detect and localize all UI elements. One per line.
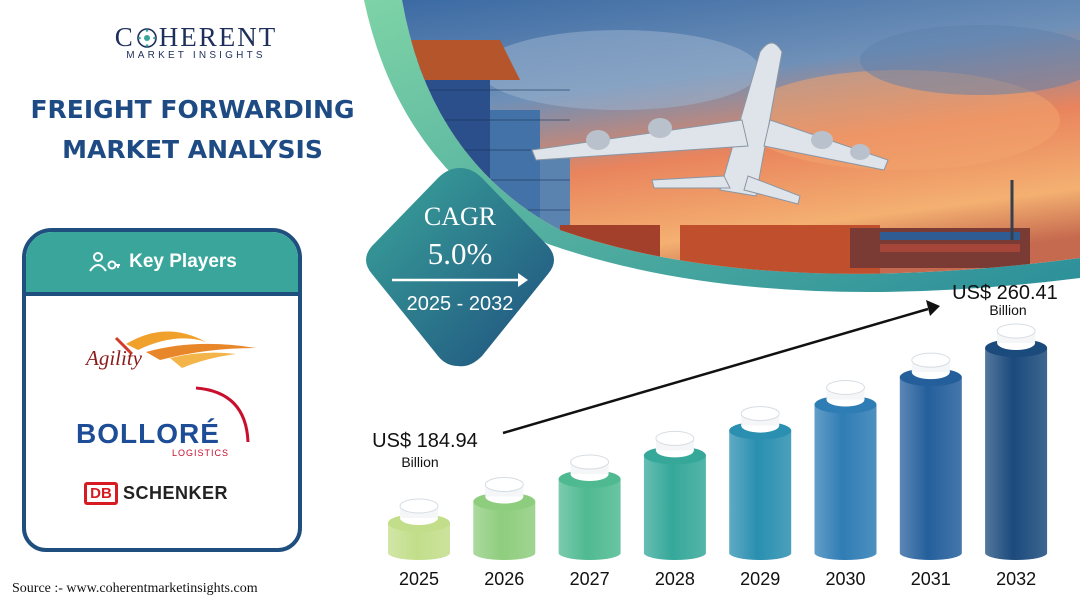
source-note: Source :- www.coherentmarketinsights.com — [12, 581, 258, 596]
bollore-logistics: LOGISTICS — [172, 448, 230, 458]
key-players-card: Key Players Agility BOLLORÉ LOGISTICS DB… — [22, 228, 302, 552]
logo-tagline: MARKET INSIGHTS — [126, 50, 266, 61]
x-tick-label-2031: 2031 — [911, 569, 951, 589]
x-tick-label-2029: 2029 — [740, 569, 780, 589]
bar-2030 — [814, 404, 877, 560]
x-tick-label-2030: 2030 — [825, 569, 865, 589]
logo-globe-icon — [136, 27, 157, 48]
bollore-name: BOLLORÉ — [76, 418, 220, 449]
bar-2025 — [388, 523, 450, 560]
page-title: FREIGHT FORWARDING MARKET ANALYSIS — [20, 90, 365, 170]
x-tick-label-2026: 2026 — [484, 569, 524, 589]
bar-cap-top-2025 — [399, 498, 439, 514]
market-size-chart: 2025 2026 2027 2028 2029 2030 2031 2032 US$ 184.… — [372, 282, 1058, 589]
bar-2029 — [729, 430, 792, 560]
bar-cap-top-2026 — [484, 477, 524, 493]
logo-word-rest: HERENT — [158, 22, 278, 52]
bar-2027 — [558, 479, 621, 560]
trend-arrow-line — [502, 307, 929, 435]
x-tick-label-2025: 2025 — [399, 569, 439, 589]
bar-cap-top-2032 — [996, 323, 1036, 339]
x-tick-label-2027: 2027 — [570, 569, 610, 589]
db-schenker-logo: DB SCHENKER — [84, 482, 228, 505]
agility-name: Agility — [86, 346, 142, 370]
start-unit-label: Billion — [401, 454, 438, 470]
trend-arrow-head — [926, 300, 940, 316]
key-players-header: Key Players — [26, 232, 298, 296]
agility-swoosh-icon — [114, 331, 256, 368]
bar-2031 — [899, 377, 962, 560]
bar-2028 — [643, 455, 706, 560]
bar-cap-top-2028 — [655, 430, 695, 446]
bollore-logo: BOLLORÉ LOGISTICS — [76, 382, 276, 466]
logo-letter-c: C — [114, 22, 135, 52]
cagr-period: 2025 - 2032 — [406, 293, 514, 315]
cagr-value: 5.0% — [427, 236, 493, 271]
cagr-badge: CAGR 5.0% 2025 - 2032 — [360, 162, 560, 372]
bollore-arc-icon — [195, 386, 250, 443]
x-tick-label-2028: 2028 — [655, 569, 695, 589]
logo-wordmark: C HERENT — [105, 22, 287, 53]
bar-2032 — [985, 348, 1048, 560]
bar-cap-top-2029 — [740, 406, 780, 422]
end-unit-label: Billion — [989, 302, 1026, 318]
cagr-diamond-shape — [366, 168, 554, 367]
end-value-label: US$ 260.41 — [952, 282, 1058, 304]
cagr-label: CAGR — [423, 202, 497, 231]
title-line-1: FREIGHT FORWARDING — [30, 95, 355, 124]
agility-logo: Agility — [86, 324, 256, 380]
schenker-name: SCHENKER — [123, 483, 229, 503]
start-value-label: US$ 184.94 — [372, 430, 478, 452]
key-players-heading: Key Players — [129, 251, 237, 272]
bar-cap-top-2027 — [570, 454, 610, 470]
db-mark: DB — [84, 482, 118, 505]
bar-cap-top-2031 — [911, 352, 951, 368]
title-line-2: MARKET ANALYSIS — [62, 135, 323, 164]
brand-logo: C HERENT MARKET INSIGHTS — [105, 22, 287, 61]
key-players-icon — [89, 252, 121, 272]
bar-2026 — [473, 501, 536, 560]
bar-cap-top-2030 — [826, 380, 865, 396]
x-tick-label-2032: 2032 — [996, 569, 1036, 589]
